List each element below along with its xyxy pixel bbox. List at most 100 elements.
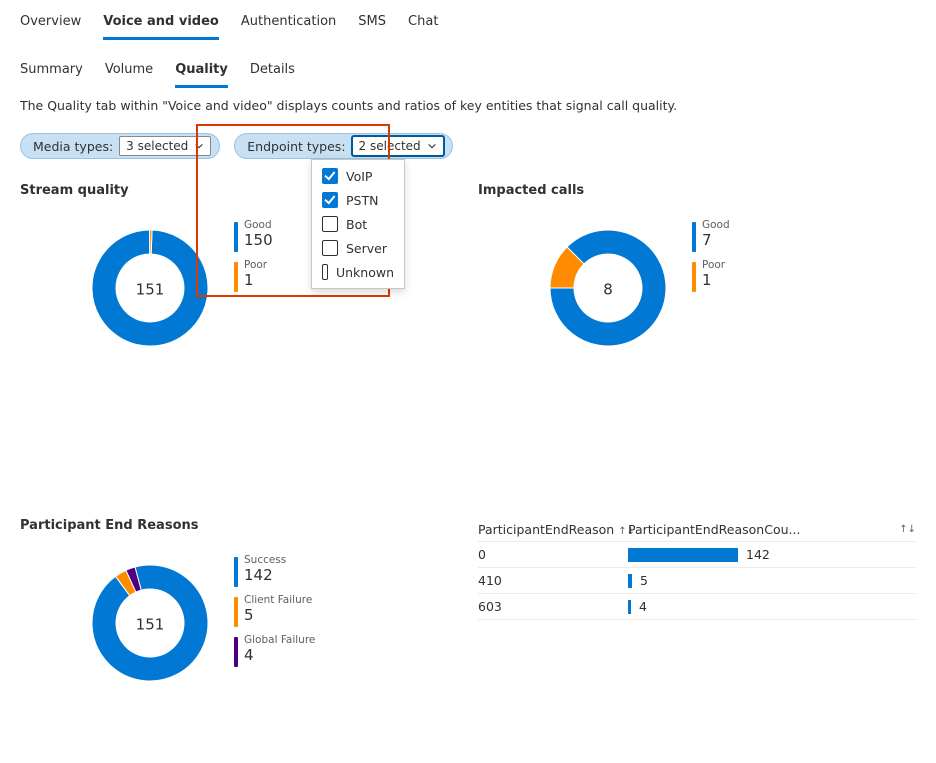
subtab-details[interactable]: Details xyxy=(250,56,295,88)
tab-sms[interactable]: SMS xyxy=(358,8,386,40)
table-value-text: 5 xyxy=(640,573,648,588)
table-cell-value: 5 xyxy=(628,573,916,588)
legend-swatch xyxy=(234,262,238,292)
chevron-down-icon xyxy=(194,141,204,151)
chart-legend: Good 150 Poor 1 xyxy=(234,220,273,292)
end-reasons-table: ParticipantEndReason↑↓ParticipantEndReas… xyxy=(478,518,916,620)
filter-label: Endpoint types: xyxy=(247,139,345,154)
table-cell-key: 0 xyxy=(478,547,628,562)
checkbox-icon[interactable] xyxy=(322,192,338,208)
sort-icon: ↑↓ xyxy=(899,524,916,535)
legend-item: Success 142 xyxy=(234,555,315,587)
legend-label: Good xyxy=(244,220,273,232)
panel-title: Impacted calls xyxy=(478,183,916,198)
legend-label: Client Failure xyxy=(244,595,312,607)
legend-swatch xyxy=(234,637,238,667)
filter-media-value: 3 selected xyxy=(126,138,188,154)
tab-overview[interactable]: Overview xyxy=(20,8,81,40)
legend-value: 150 xyxy=(244,232,273,249)
tab-authentication[interactable]: Authentication xyxy=(241,8,336,40)
donut-center-value: 151 xyxy=(136,281,165,299)
filter-label: Media types: xyxy=(33,139,113,154)
table-value-text: 4 xyxy=(639,599,647,614)
table-bar xyxy=(628,548,738,562)
subtab-summary[interactable]: Summary xyxy=(20,56,83,88)
panels-row-2: Participant End Reasons 151 Success 142 … xyxy=(20,518,916,693)
filter-media-select[interactable]: 3 selected xyxy=(119,136,211,156)
table-value-text: 142 xyxy=(746,547,770,562)
legend-label: Success xyxy=(244,555,286,567)
table-header-row: ParticipantEndReason↑↓ParticipantEndReas… xyxy=(478,518,916,542)
legend-item: Good 7 xyxy=(692,220,730,252)
donut-slice xyxy=(150,230,152,254)
legend-value: 7 xyxy=(702,232,730,249)
legend-label: Global Failure xyxy=(244,635,315,647)
legend-item: Good 150 xyxy=(234,220,273,252)
dropdown-option-label: Bot xyxy=(346,217,367,232)
donut-center-value: 8 xyxy=(603,281,613,299)
donut-chart: 151 xyxy=(80,553,220,693)
legend-swatch xyxy=(692,262,696,292)
table-cell-key: 410 xyxy=(478,573,628,588)
dropdown-option-label: PSTN xyxy=(346,193,378,208)
table-cell-value: 142 xyxy=(628,547,916,562)
dropdown-option-unknown[interactable]: Unknown xyxy=(312,260,404,284)
table-bar xyxy=(628,574,632,588)
tab-chat[interactable]: Chat xyxy=(408,8,438,40)
endpoint-dropdown: VoIP PSTN Bot Server Unknown xyxy=(311,159,405,289)
table-header[interactable]: ParticipantEndReason↑↓ xyxy=(478,522,628,537)
dropdown-option-pstn[interactable]: PSTN xyxy=(312,188,404,212)
chart-legend: Good 7 Poor 1 xyxy=(692,220,730,292)
filter-media-types[interactable]: Media types: 3 selected xyxy=(20,133,220,159)
table-row: 410 5 xyxy=(478,568,916,594)
panel-title: Participant End Reasons xyxy=(20,518,458,533)
legend-swatch xyxy=(234,597,238,627)
dropdown-option-label: Server xyxy=(346,241,387,256)
table-cell-value: 4 xyxy=(628,599,916,614)
checkbox-icon[interactable] xyxy=(322,240,338,256)
legend-item: Client Failure 5 xyxy=(234,595,315,627)
dropdown-option-label: Unknown xyxy=(336,265,394,280)
legend-value: 1 xyxy=(702,272,725,289)
checkbox-icon[interactable] xyxy=(322,264,328,280)
panel-end-reasons: Participant End Reasons 151 Success 142 … xyxy=(20,518,458,693)
panels-row-1: Stream quality 151 Good 150 Poor 1 Impac… xyxy=(20,183,916,358)
donut-center-value: 151 xyxy=(136,616,165,634)
legend-value: 1 xyxy=(244,272,267,289)
filter-endpoint-select[interactable]: 2 selected xyxy=(352,136,444,156)
top-tabs: Overview Voice and video Authentication SMS… xyxy=(20,8,916,40)
legend-item: Poor 1 xyxy=(692,260,730,292)
subtab-quality[interactable]: Quality xyxy=(175,56,228,88)
legend-item: Poor 1 xyxy=(234,260,273,292)
dropdown-option-voip[interactable]: VoIP xyxy=(312,164,404,188)
panel-impacted-calls: Impacted calls 8 Good 7 Poor 1 xyxy=(478,183,916,358)
donut-chart: 8 xyxy=(538,218,678,358)
filter-row: Media types: 3 selected Endpoint types: … xyxy=(20,133,916,159)
legend-label: Good xyxy=(702,220,730,232)
donut-chart: 151 xyxy=(80,218,220,358)
panel-end-reasons-table: ParticipantEndReason↑↓ParticipantEndReas… xyxy=(478,518,916,693)
table-row: 0 142 xyxy=(478,542,916,568)
legend-label: Poor xyxy=(244,260,267,272)
table-bar xyxy=(628,600,631,614)
table-cell-key: 603 xyxy=(478,599,628,614)
legend-swatch xyxy=(234,222,238,252)
dropdown-option-server[interactable]: Server xyxy=(312,236,404,260)
checkbox-icon[interactable] xyxy=(322,216,338,232)
filter-endpoint-value: 2 selected xyxy=(359,138,421,154)
legend-swatch xyxy=(234,557,238,587)
legend-swatch xyxy=(692,222,696,252)
legend-item: Global Failure 4 xyxy=(234,635,315,667)
legend-value: 142 xyxy=(244,567,286,584)
dropdown-option-bot[interactable]: Bot xyxy=(312,212,404,236)
tab-voice-and-video[interactable]: Voice and video xyxy=(103,8,219,40)
filter-endpoint-types[interactable]: Endpoint types: 2 selected xyxy=(234,133,452,159)
chart-legend: Success 142 Client Failure 5 Global Fail… xyxy=(234,555,315,667)
legend-value: 4 xyxy=(244,647,315,664)
subtab-volume[interactable]: Volume xyxy=(105,56,153,88)
checkbox-icon[interactable] xyxy=(322,168,338,184)
sub-tabs: Summary Volume Quality Details xyxy=(20,56,916,88)
table-header[interactable]: ParticipantEndReasonCou...↑↓ xyxy=(628,522,916,537)
table-row: 603 4 xyxy=(478,594,916,620)
legend-value: 5 xyxy=(244,607,312,624)
